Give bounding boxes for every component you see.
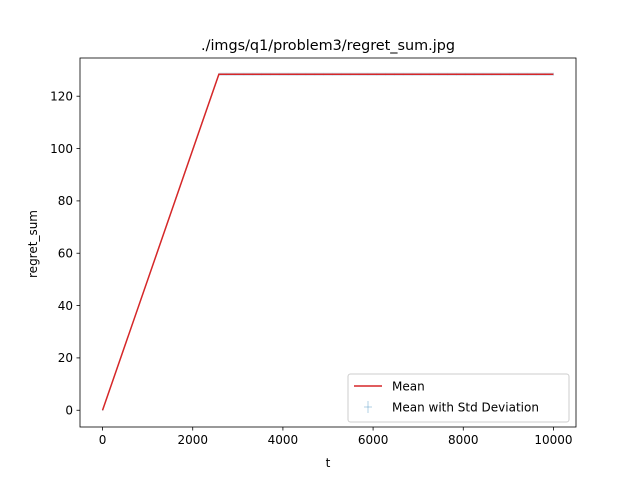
x-axis-label: t: [326, 456, 331, 470]
legend-box: [347, 373, 570, 423]
chart-title: ./imgs/q1/problem3/regret_sum.jpg: [201, 38, 455, 54]
axes-frame: [79, 57, 577, 428]
x-tick-label: 4000: [268, 433, 299, 447]
legend-mean-label: Mean: [392, 379, 425, 393]
y-tick-label: 80: [58, 194, 73, 208]
legend-errorbar-label: Mean with Std Deviation: [392, 400, 539, 414]
x-tick-label: 10000: [534, 433, 572, 447]
x-tick-label: 8000: [448, 433, 479, 447]
x-tick-label: 0: [99, 433, 107, 447]
mean-line: [101, 73, 554, 411]
x-tick-label: 2000: [177, 433, 208, 447]
legend: Mean Mean with Std Deviation: [347, 373, 570, 423]
y-tick-label: 100: [50, 142, 73, 156]
y-tick-label: 20: [58, 351, 73, 365]
y-axis-label: regret_sum: [26, 210, 40, 278]
y-tick-label: 120: [50, 90, 73, 104]
x-tick-label: 6000: [358, 433, 389, 447]
plot-area: [79, 57, 577, 428]
y-tick-label: 40: [58, 299, 73, 313]
y-axis: 0 20 40 60 80 100 120: [50, 90, 80, 418]
x-axis: 0 2000 4000 6000 8000 10000: [99, 427, 573, 447]
y-tick-label: 0: [65, 404, 73, 418]
y-tick-label: 60: [58, 247, 73, 261]
